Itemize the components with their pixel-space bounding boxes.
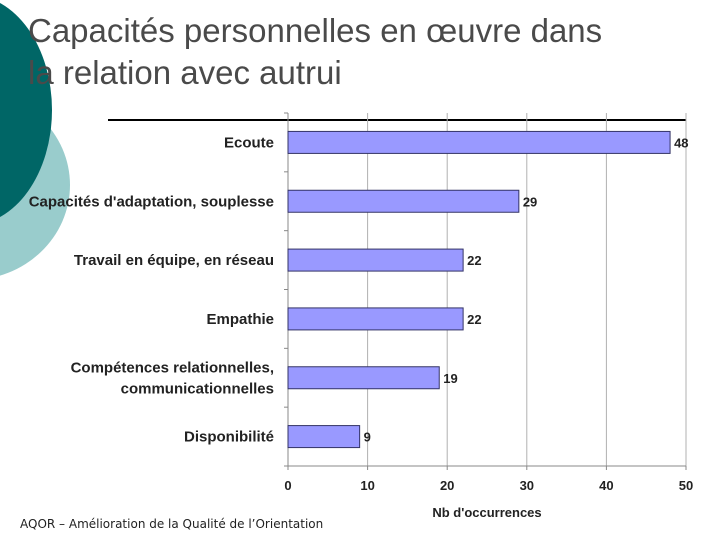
decor-dark-circle [0,2,52,218]
category-label: Compétences relationnelles, [71,359,274,376]
x-tick-label: 10 [360,478,374,493]
slide-title-line-2: la relation avec autrui [28,54,342,91]
bar-value-label: 19 [443,371,457,386]
x-tick-label: 20 [440,478,454,493]
footer-text: AQOR – Amélioration de la Qualité de l’O… [20,517,324,531]
bar-value-label: 29 [523,194,537,209]
bar-value-label: 9 [364,430,371,445]
slide-title-line-1: Capacités personnelles en œuvre dans [28,12,603,49]
category-label: Disponibilité [184,429,274,446]
x-tick-label: 0 [284,478,291,493]
x-tick-label: 50 [679,478,693,493]
x-axis-title: Nb d'occurrences [432,505,541,520]
category-label: communicationnelles [121,380,274,397]
category-label: Empathie [206,311,274,328]
bar-value-label: 22 [467,312,481,327]
decorative-circles [0,2,70,276]
bar [287,130,671,154]
category-label: Travail en équipe, en réseau [74,252,274,269]
bar [287,366,440,390]
bar-value-label: 48 [674,135,688,150]
bar [287,425,361,449]
x-tick-label: 40 [599,478,613,493]
bar [287,248,464,272]
category-label: Ecoute [224,134,274,151]
category-label: Capacités d'adaptation, souplesse [29,193,274,210]
bar [287,307,464,331]
title-divider [108,119,686,121]
slide-title: Capacités personnelles en œuvre dans la … [28,10,708,94]
bar [287,189,520,213]
x-tick-label: 30 [520,478,534,493]
bar-value-label: 22 [467,253,481,268]
